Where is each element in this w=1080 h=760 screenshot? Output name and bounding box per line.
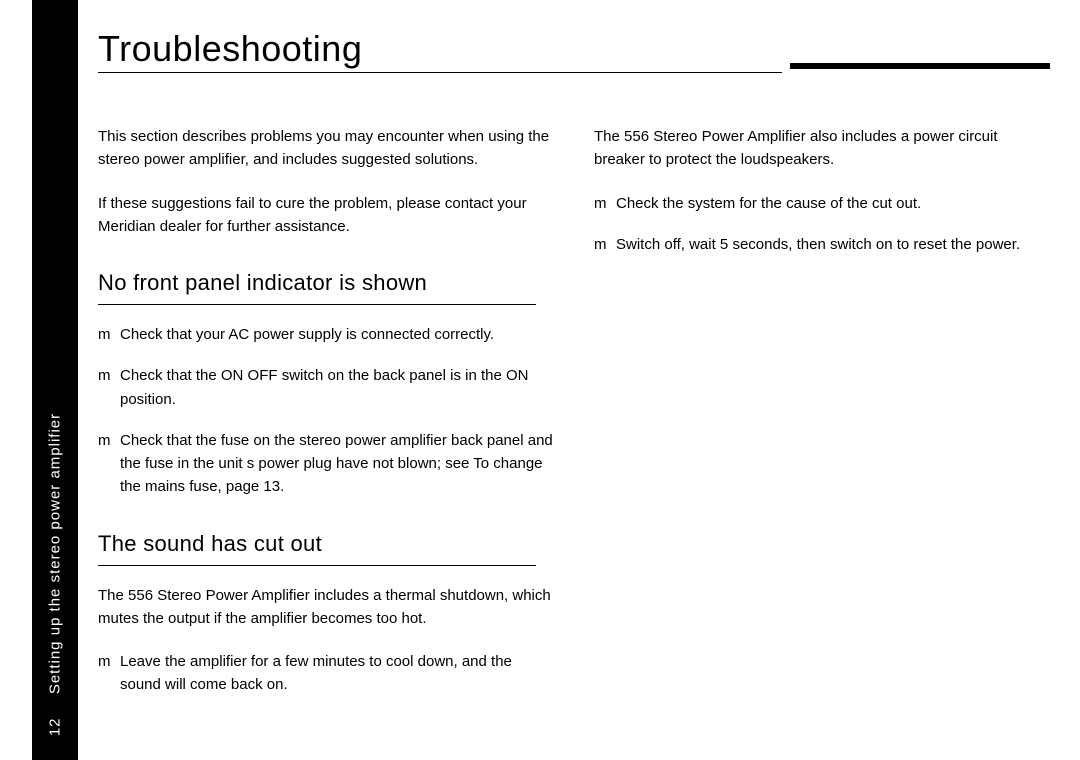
bullet-marker: m: [98, 364, 120, 411]
bullet-text: Check that the fuse on the stereo power …: [120, 429, 554, 499]
bullet-marker: m: [98, 650, 120, 697]
bullet-item: m Switch off, wait 5 seconds, then switc…: [594, 233, 1050, 256]
body-paragraph: The 556 Stereo Power Amplifier includes …: [98, 584, 554, 631]
left-column: This section describes problems you may …: [98, 125, 554, 715]
page-number: 12: [47, 717, 64, 736]
bullet-item: m Check that the fuse on the stereo powe…: [98, 429, 554, 499]
bullet-text: Switch off, wait 5 seconds, then switch …: [616, 233, 1050, 256]
sidebar-label: 12 Setting up the stereo power amplifier: [47, 413, 64, 736]
intro-paragraph-2: If these suggestions fail to cure the pr…: [98, 192, 554, 239]
body-paragraph: The 556 Stereo Power Amplifier also incl…: [594, 125, 1050, 172]
bullet-marker: m: [98, 323, 120, 346]
bullet-text: Leave the amplifier for a few minutes to…: [120, 650, 554, 697]
right-column: The 556 Stereo Power Amplifier also incl…: [594, 125, 1050, 715]
bullet-marker: m: [594, 192, 616, 215]
bullet-item: m Check the system for the cause of the …: [594, 192, 1050, 215]
page-title: Troubleshooting: [98, 28, 782, 73]
title-row: Troubleshooting: [98, 28, 1050, 73]
bullet-marker: m: [594, 233, 616, 256]
section-label: Setting up the stereo power amplifier: [47, 413, 64, 694]
bullet-item: m Leave the amplifier for a few minutes …: [98, 650, 554, 697]
bullet-marker: m: [98, 429, 120, 499]
page-root: 12 Setting up the stereo power amplifier…: [0, 0, 1080, 760]
bullet-text: Check that your AC power supply is conne…: [120, 323, 554, 346]
bullet-item: m Check that the ON OFF switch on the ba…: [98, 364, 554, 411]
bullet-text: Check the system for the cause of the cu…: [616, 192, 1050, 215]
intro-paragraph-1: This section describes problems you may …: [98, 125, 554, 172]
bullet-item: m Check that your AC power supply is con…: [98, 323, 554, 346]
content-area: Troubleshooting This section describes p…: [98, 0, 1050, 760]
title-rule: [790, 63, 1050, 69]
columns: This section describes problems you may …: [98, 125, 1050, 715]
sidebar: 12 Setting up the stereo power amplifier: [32, 0, 78, 760]
bullet-text: Check that the ON OFF switch on the back…: [120, 364, 554, 411]
subheading-sound-cut: The sound has cut out: [98, 527, 536, 566]
subheading-no-indicator: No front panel indicator is shown: [98, 266, 536, 305]
